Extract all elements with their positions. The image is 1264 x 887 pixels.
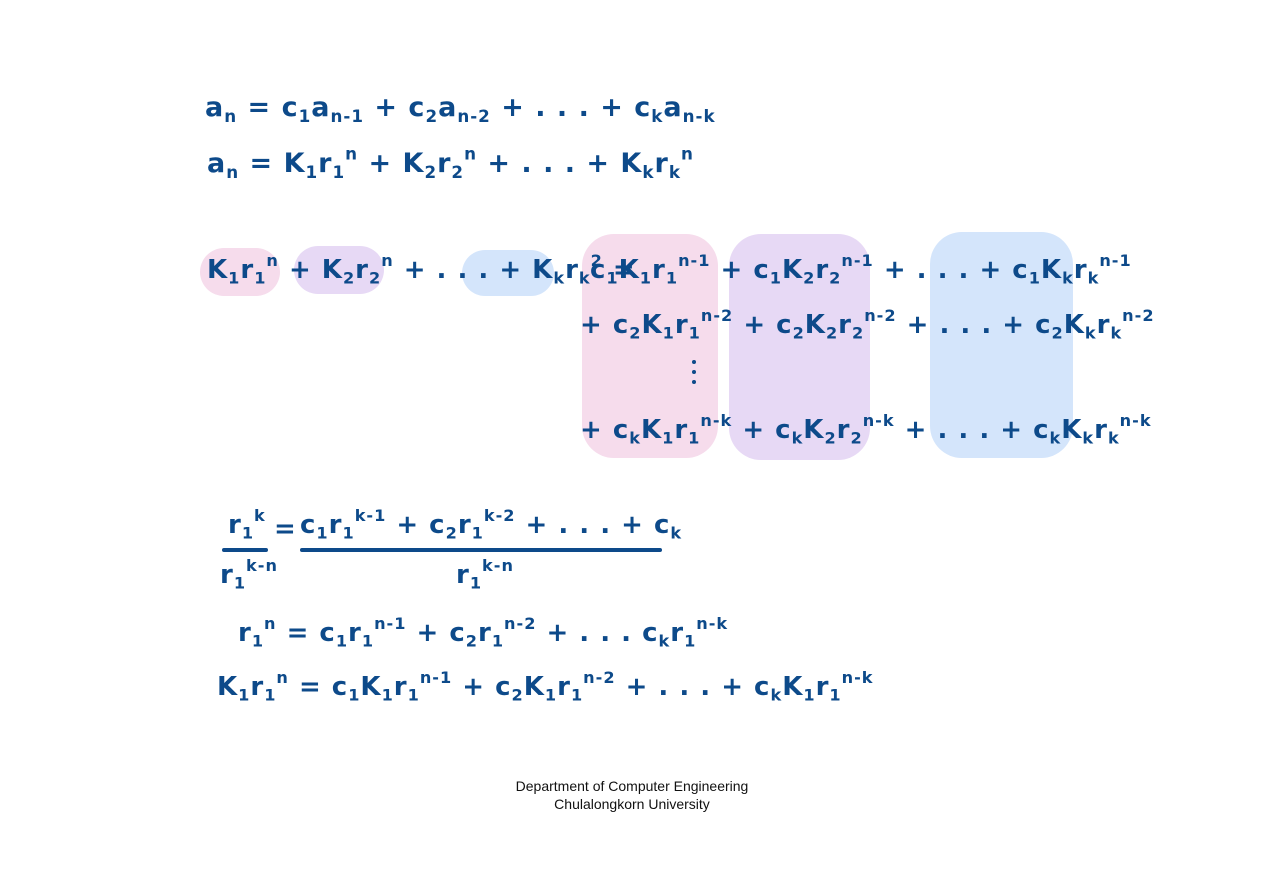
- equation-expansion-lhs: K1r1n + K2r2n + . . . + Kkrk2 =: [207, 250, 636, 288]
- highlight-pink-small: [200, 248, 280, 296]
- highlight-pink-column: [582, 234, 718, 458]
- fraction-left-bar: [222, 548, 268, 552]
- fraction-right-bar: [300, 548, 662, 552]
- equation-recurrence: an = c1an-1 + c2an-2 + . . . + ckan-k: [205, 92, 716, 126]
- fraction-left-numerator: r1k: [228, 505, 266, 543]
- expansion-row-2: + c2K1r1n-2 + c2K2r2n-2 + . . . + c2Kkrk…: [580, 305, 1155, 343]
- footer-department: Department of Computer Engineering: [515, 778, 749, 794]
- vertical-ellipsis: [692, 360, 696, 390]
- fraction-right-denominator: r1k-n: [456, 555, 514, 593]
- fraction-equals: =: [274, 514, 297, 544]
- fraction-left-denominator: r1k-n: [220, 555, 278, 593]
- equation-scaled: K1r1n = c1K1r1n-1 + c2K1r1n-2 + . . . + …: [217, 667, 874, 705]
- highlight-lavender-column: [729, 234, 870, 460]
- expansion-row-k: + ckK1r1n-k + ckK2r2n-k + . . . + ckKkrk…: [580, 410, 1152, 448]
- highlight-blue-small: [462, 250, 554, 296]
- equation-general-solution: an = K1r1n + K2r2n + . . . + Kkrkn: [207, 143, 694, 182]
- highlight-blue-column: [930, 232, 1073, 458]
- fraction-right-numerator: c1r1k-1 + c2r1k-2 + . . . + ck: [300, 505, 683, 543]
- highlight-lavender-small: [294, 246, 384, 294]
- expansion-row-1: c1K1r1n-1 + c1K2r2n-1 + . . . + c1Kkrkn-…: [590, 250, 1132, 288]
- equation-characteristic: r1n = c1r1n-1 + c2r1n-2 + . . . ckr1n-k: [238, 613, 729, 651]
- footer-university: Chulalongkorn University: [554, 796, 710, 812]
